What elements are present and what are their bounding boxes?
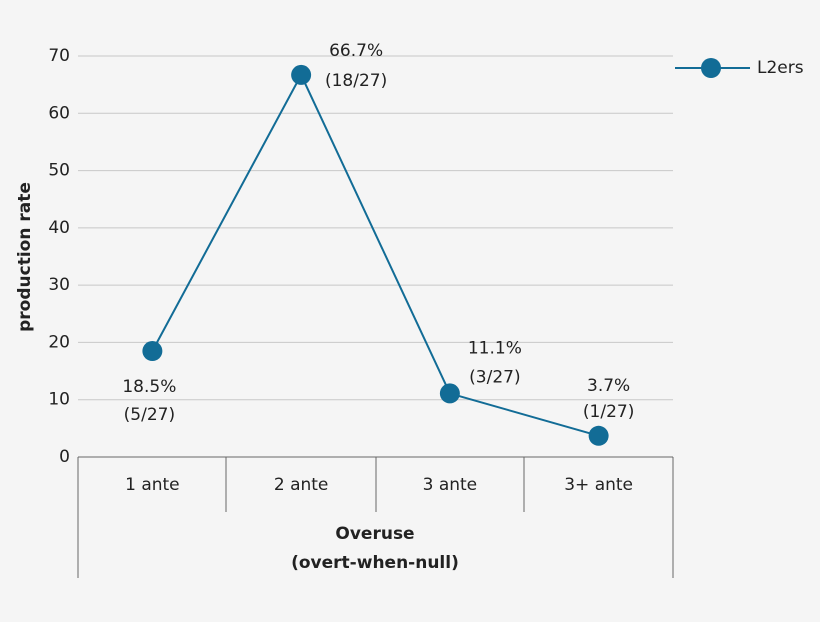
x-tick-label: 1 ante bbox=[125, 475, 180, 495]
data-point bbox=[588, 425, 609, 446]
y-axis-title: production rate bbox=[15, 182, 35, 332]
data-count: (3/27) bbox=[469, 367, 520, 387]
x-tick-label: 3+ ante bbox=[564, 475, 633, 495]
x-tick-label: 2 ante bbox=[274, 475, 329, 495]
data-line bbox=[151, 72, 599, 437]
y-tick-label: 10 bbox=[48, 390, 70, 410]
y-tick-label: 0 bbox=[59, 447, 70, 467]
data-count: (18/27) bbox=[325, 71, 387, 91]
y-tick-label: 70 bbox=[48, 46, 70, 66]
y-tick-label: 20 bbox=[48, 332, 70, 352]
data-label: 18.5% bbox=[122, 377, 176, 397]
data-point bbox=[291, 64, 312, 85]
legend-marker bbox=[701, 58, 721, 78]
x-axis-subtitle: (overt-when-null) bbox=[291, 553, 459, 573]
y-tick-label: 30 bbox=[48, 275, 70, 295]
data-label: 3.7% bbox=[587, 376, 630, 396]
y-tick-label: 50 bbox=[48, 161, 70, 181]
x-tick-label: 3 ante bbox=[423, 475, 478, 495]
x-axis-title: Overuse bbox=[335, 524, 414, 544]
data-count: (1/27) bbox=[583, 402, 634, 422]
y-tick-label: 60 bbox=[48, 103, 70, 123]
y-tick-label: 40 bbox=[48, 218, 70, 238]
data-point bbox=[142, 341, 163, 362]
legend-label: L2ers bbox=[757, 58, 804, 78]
data-label: 11.1% bbox=[468, 338, 522, 358]
data-label: 66.7% bbox=[329, 41, 383, 61]
data-point bbox=[439, 383, 460, 404]
data-count: (5/27) bbox=[124, 405, 175, 425]
